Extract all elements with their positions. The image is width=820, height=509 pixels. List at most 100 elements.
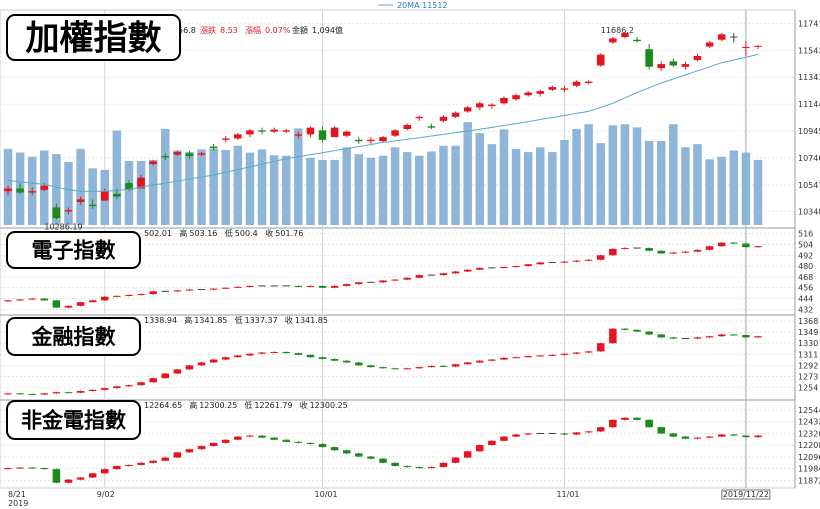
volume-bar	[124, 160, 134, 225]
candle-body	[379, 367, 387, 369]
candle-body	[342, 131, 351, 136]
y-tick-label: 12208	[798, 441, 820, 450]
volume-bar	[112, 130, 122, 225]
panel-title: 非金電指數	[21, 409, 126, 433]
candle-body	[524, 356, 532, 358]
candle-body	[197, 446, 206, 450]
candle-body	[355, 362, 363, 366]
volume-bar	[656, 141, 666, 225]
candle-body	[415, 275, 424, 278]
candle-body	[330, 358, 339, 361]
candle-body	[669, 433, 678, 437]
candle-body	[246, 435, 254, 437]
candle-body	[125, 464, 133, 466]
candle-body	[125, 183, 133, 190]
volume-bar	[451, 145, 460, 225]
candle-body	[488, 104, 496, 107]
candle-body	[609, 328, 617, 344]
panel-title: 加權指數	[26, 19, 162, 59]
candle-body	[609, 419, 617, 428]
candle-body	[657, 250, 665, 254]
candle-body	[113, 465, 121, 470]
y-tick-label: 504	[798, 240, 813, 249]
candle-body	[500, 266, 508, 268]
candle-body	[28, 298, 36, 300]
panel-info-label: 收	[265, 228, 273, 238]
candle-body	[101, 388, 109, 390]
candle-body	[451, 457, 460, 463]
candle-body	[246, 130, 254, 135]
volume-bar	[197, 149, 206, 225]
volume-bar	[136, 160, 146, 225]
y-tick-label: 11984	[798, 465, 820, 474]
candle-body	[40, 185, 49, 190]
main-info-change: 8.53	[220, 26, 238, 35]
volume-bar	[463, 122, 472, 225]
candle-body	[548, 354, 557, 356]
volume-bar	[294, 128, 303, 225]
candle-body	[657, 427, 665, 434]
volume-bar	[681, 147, 690, 225]
y-tick-label: 12432	[798, 418, 820, 427]
y-tick-label: 1292	[798, 361, 818, 370]
candle-body	[355, 282, 363, 285]
candle-body	[28, 191, 36, 193]
candle-body	[209, 359, 218, 363]
candle-body	[463, 107, 472, 112]
candle-body	[234, 286, 242, 288]
main-info-amount: 1,094億	[312, 25, 343, 35]
candle-body	[379, 137, 387, 142]
candle-body	[621, 248, 629, 250]
candle-body	[16, 299, 24, 301]
volume-bar	[354, 154, 364, 225]
candle-body	[330, 285, 339, 288]
y-tick-label: 1368	[798, 317, 818, 326]
volume-bar	[499, 129, 509, 225]
candle-body	[500, 436, 508, 441]
candle-body	[730, 242, 738, 244]
candle-body	[681, 64, 690, 67]
main-info-amount-label: 金額	[292, 25, 308, 35]
y-tick-label: 432	[798, 305, 813, 314]
candle-body	[693, 337, 702, 339]
volume-bar	[257, 149, 267, 225]
candle-body	[717, 34, 726, 40]
candle-body	[742, 435, 750, 438]
volume-bar	[475, 133, 485, 225]
main-info-pct: 0.07%	[265, 26, 291, 35]
candle-body	[403, 277, 411, 280]
x-tick-label: 8/21	[8, 490, 26, 499]
candle-body	[451, 271, 460, 274]
candle-body	[439, 462, 448, 468]
year-label: 2019	[8, 499, 28, 508]
candle-body	[367, 139, 375, 142]
candle-body	[76, 199, 85, 203]
y-tick-label: 12320	[798, 429, 820, 438]
candle-body	[681, 251, 690, 253]
candle-body	[633, 329, 641, 332]
candle-body	[258, 352, 266, 354]
y-tick-label: 10945	[798, 127, 820, 136]
candle-body	[681, 436, 690, 439]
candle-body	[4, 468, 12, 470]
candle-body	[476, 267, 484, 270]
candle-body	[476, 103, 484, 108]
volume-bar	[76, 148, 85, 225]
candle-body	[16, 467, 24, 469]
candle-body	[584, 351, 593, 353]
volume-bar	[536, 147, 545, 225]
volume-bar	[669, 124, 678, 225]
peak-annotation: 11686.2	[601, 26, 634, 35]
candle-body	[754, 45, 762, 47]
candle-body	[197, 153, 206, 155]
candle-body	[560, 353, 569, 355]
candle-body	[463, 269, 472, 272]
candle-body	[415, 467, 424, 469]
candle-body	[185, 449, 194, 453]
candle-body	[560, 88, 569, 90]
volume-bar	[88, 168, 97, 225]
candle-body	[572, 260, 581, 262]
volume-bar	[753, 159, 763, 225]
volume-bar	[402, 152, 412, 225]
